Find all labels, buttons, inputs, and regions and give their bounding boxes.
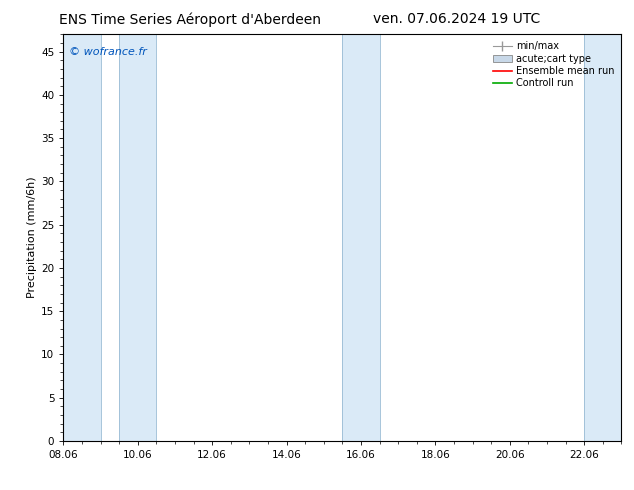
- Bar: [119, 34, 157, 441]
- Bar: [342, 34, 380, 441]
- Text: ENS Time Series Aéroport d'Aberdeen: ENS Time Series Aéroport d'Aberdeen: [59, 12, 321, 27]
- Text: © wofrance.fr: © wofrance.fr: [69, 47, 147, 56]
- Legend: min/max, acute;cart type, Ensemble mean run, Controll run: min/max, acute;cart type, Ensemble mean …: [491, 39, 616, 90]
- Text: ven. 07.06.2024 19 UTC: ven. 07.06.2024 19 UTC: [373, 12, 540, 26]
- Bar: [63, 34, 101, 441]
- Y-axis label: Precipitation (mm/6h): Precipitation (mm/6h): [27, 177, 37, 298]
- Bar: [584, 34, 621, 441]
